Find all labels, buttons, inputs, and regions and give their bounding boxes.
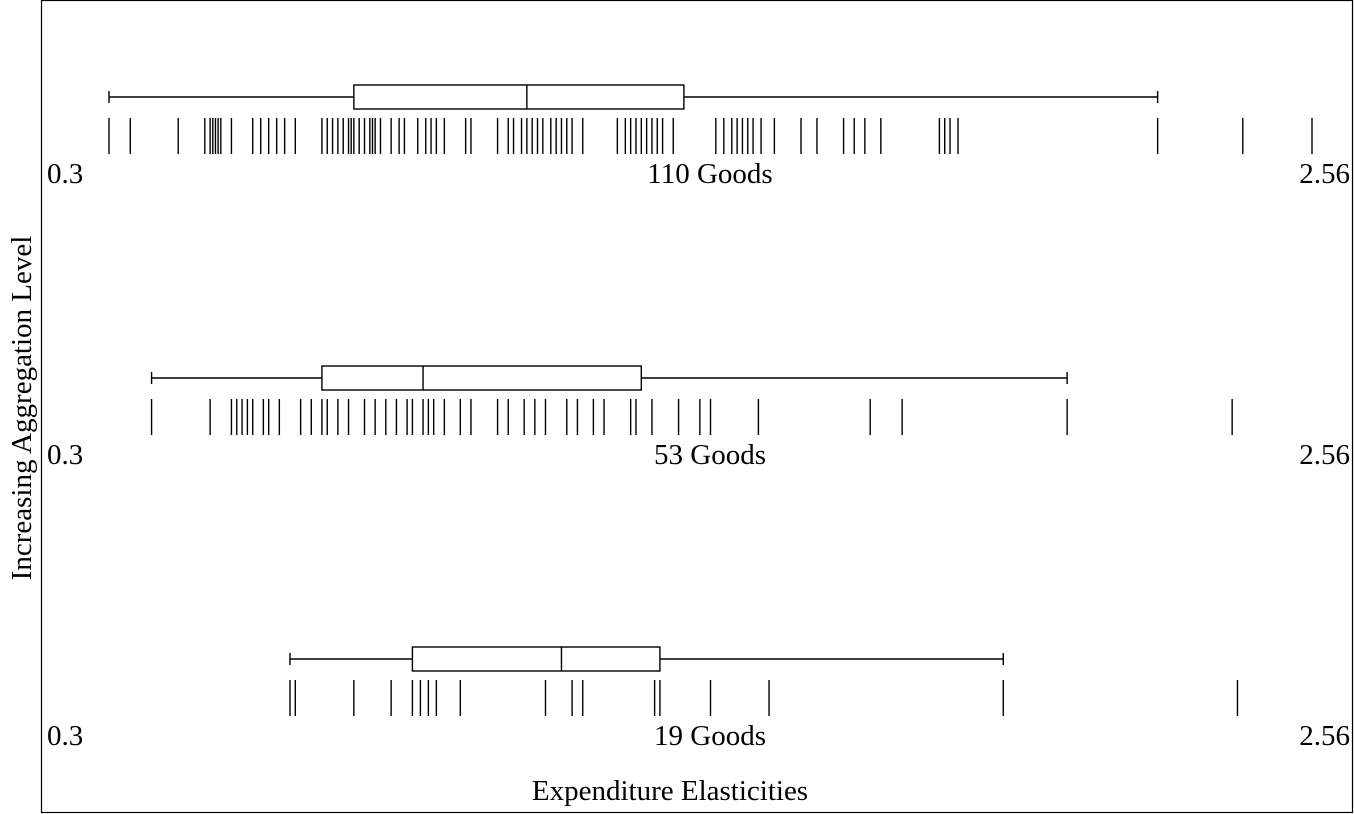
- plot-frame: [40, 0, 1354, 814]
- box-iqr: [321, 365, 643, 391]
- panel-max-label: 2.56: [1299, 158, 1350, 190]
- panel-min-label: 0.3: [47, 158, 83, 190]
- panel-min-label: 0.3: [47, 720, 83, 752]
- y-axis-label: Increasing Aggregation Level: [6, 236, 38, 581]
- box-iqr: [353, 84, 685, 110]
- panel-1: 0.3 2.56 110 Goods: [47, 84, 1350, 190]
- panel-label: 110 Goods: [647, 158, 772, 190]
- panels: 0.3 2.56 110 Goods 0.3 2.56 53 Goods 0.3 2.56 19…: [47, 84, 1350, 752]
- panel-min-label: 0.3: [47, 439, 83, 471]
- x-axis-label: Expenditure Elasticities: [532, 775, 808, 807]
- panel-label: 19 Goods: [654, 720, 766, 752]
- panel-max-label: 2.56: [1299, 720, 1350, 752]
- panel-2: 0.3 2.56 53 Goods: [47, 365, 1350, 471]
- panel-label: 53 Goods: [654, 439, 766, 471]
- panel-max-label: 2.56: [1299, 439, 1350, 471]
- panel-3: 0.3 2.56 19 Goods: [47, 646, 1350, 752]
- box-iqr: [411, 646, 661, 672]
